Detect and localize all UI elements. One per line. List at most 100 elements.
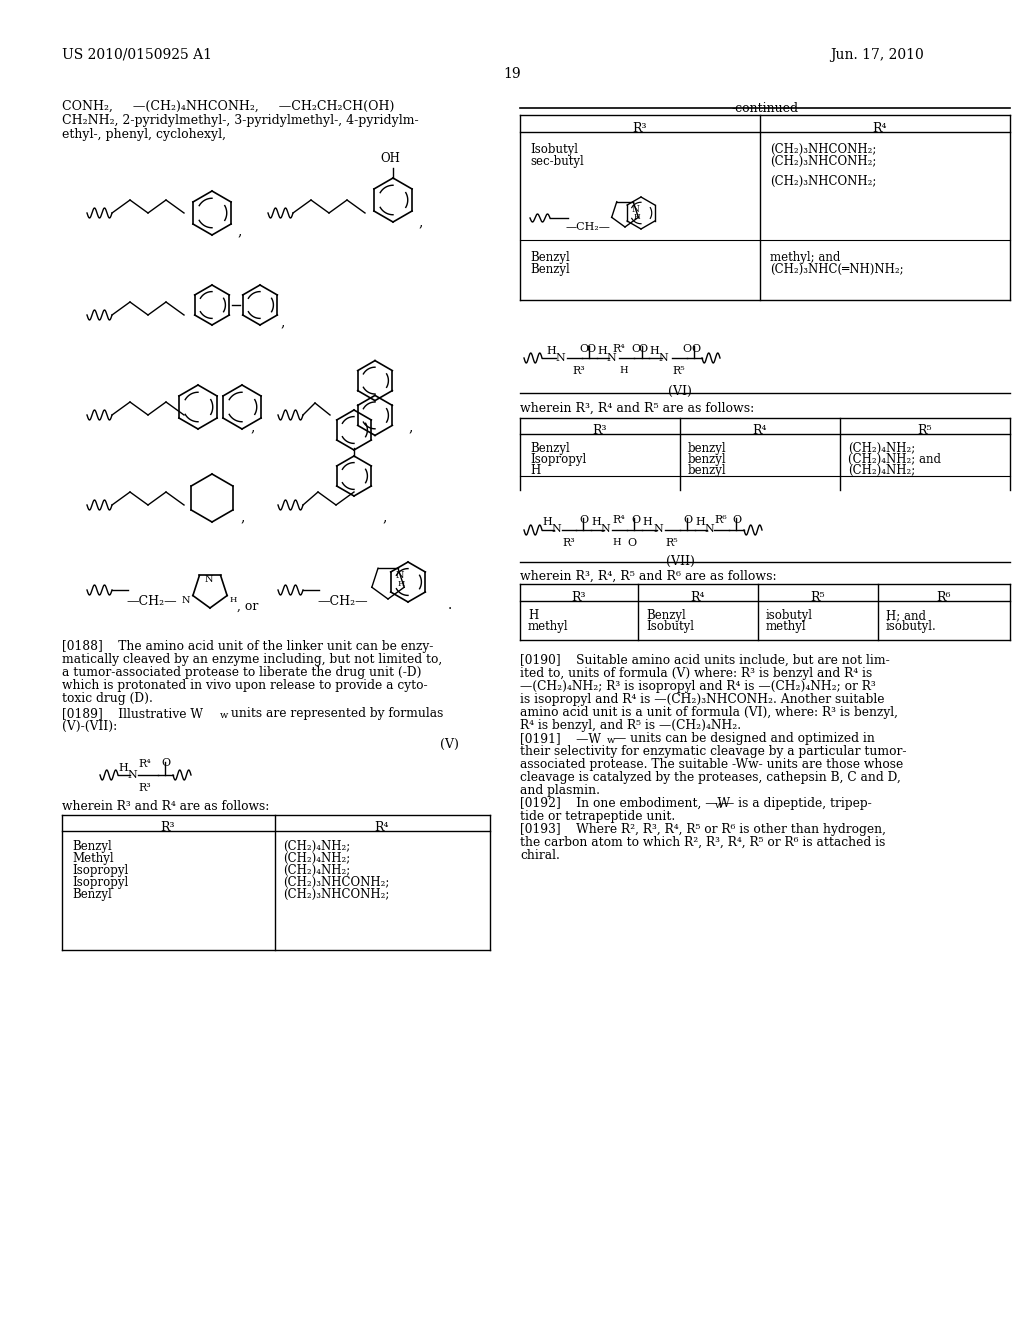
Text: R³: R³ xyxy=(571,591,587,605)
Text: Benzyl: Benzyl xyxy=(646,609,686,622)
Text: ,: , xyxy=(280,315,285,329)
Text: N: N xyxy=(631,205,639,214)
Text: benzyl: benzyl xyxy=(688,453,727,466)
Text: N: N xyxy=(204,576,213,585)
Text: US 2010/0150925 A1: US 2010/0150925 A1 xyxy=(62,48,212,62)
Text: tide or tetrapeptide unit.: tide or tetrapeptide unit. xyxy=(520,810,675,822)
Text: R⁵: R⁵ xyxy=(811,591,825,605)
Text: Jun. 17, 2010: Jun. 17, 2010 xyxy=(830,48,924,62)
Text: R³: R³ xyxy=(572,366,585,376)
Text: (CH₂)₄NH₂;: (CH₂)₄NH₂; xyxy=(848,442,915,455)
Text: R³: R³ xyxy=(138,783,151,793)
Text: [0193]    Where R², R³, R⁴, R⁵ or R⁶ is other than hydrogen,: [0193] Where R², R³, R⁴, R⁵ or R⁶ is oth… xyxy=(520,822,886,836)
Text: and plasmin.: and plasmin. xyxy=(520,784,600,797)
Text: (CH₂)₃NHCONH₂;: (CH₂)₃NHCONH₂; xyxy=(770,176,877,187)
Text: sec-butyl: sec-butyl xyxy=(530,154,584,168)
Text: w: w xyxy=(715,801,723,810)
Text: R⁴: R⁴ xyxy=(138,759,151,770)
Text: benzyl: benzyl xyxy=(688,442,727,455)
Text: R⁵: R⁵ xyxy=(665,539,678,548)
Text: —CH₂—: —CH₂— xyxy=(566,222,611,232)
Text: ,: , xyxy=(418,215,422,228)
Text: H: H xyxy=(649,346,658,356)
Text: N: N xyxy=(551,524,561,535)
Text: [0188]    The amino acid unit of the linker unit can be enzy-: [0188] The amino acid unit of the linker… xyxy=(62,640,433,653)
Text: -continued: -continued xyxy=(731,102,799,115)
Text: methyl: methyl xyxy=(528,620,568,634)
Text: R⁵: R⁵ xyxy=(918,424,932,437)
Text: Benzyl: Benzyl xyxy=(530,442,569,455)
Text: CH₂NH₂, 2-pyridylmethyl-, 3-pyridylmethyl-, 4-pyridylm-: CH₂NH₂, 2-pyridylmethyl-, 3-pyridylmethy… xyxy=(62,114,419,127)
Text: H: H xyxy=(642,517,651,527)
Text: R⁵: R⁵ xyxy=(672,366,685,376)
Text: O: O xyxy=(691,345,700,354)
Text: (CH₂)₄NH₂;: (CH₂)₄NH₂; xyxy=(283,851,350,865)
Text: (CH₂)₃NHCONH₂;: (CH₂)₃NHCONH₂; xyxy=(283,888,389,902)
Text: N: N xyxy=(127,770,137,780)
Text: H: H xyxy=(633,213,640,220)
Text: O: O xyxy=(586,345,595,354)
Text: a tumor-associated protease to liberate the drug unit (-D): a tumor-associated protease to liberate … xyxy=(62,667,422,678)
Text: Isopropyl: Isopropyl xyxy=(530,453,587,466)
Text: R⁶: R⁶ xyxy=(714,515,727,525)
Text: R⁴: R⁴ xyxy=(753,424,767,437)
Text: w: w xyxy=(607,737,615,744)
Text: Isopropyl: Isopropyl xyxy=(72,876,128,888)
Text: [0189]    Illustrative W: [0189] Illustrative W xyxy=(62,708,203,719)
Text: (CH₂)₃NHCONH₂;: (CH₂)₃NHCONH₂; xyxy=(770,143,877,156)
Text: wherein R³, R⁴, R⁵ and R⁶ are as follows:: wherein R³, R⁴, R⁵ and R⁶ are as follows… xyxy=(520,570,776,583)
Text: H: H xyxy=(542,517,552,527)
Text: Isobutyl: Isobutyl xyxy=(646,620,694,634)
Text: H: H xyxy=(528,609,539,622)
Text: isobutyl.: isobutyl. xyxy=(886,620,937,634)
Text: Benzyl: Benzyl xyxy=(72,840,112,853)
Text: which is protonated in vivo upon release to provide a cyto-: which is protonated in vivo upon release… xyxy=(62,678,428,692)
Text: ethyl-, phenyl, cyclohexyl,: ethyl-, phenyl, cyclohexyl, xyxy=(62,128,226,141)
Text: O: O xyxy=(732,515,741,525)
Text: (CH₂)₃NHCONH₂;: (CH₂)₃NHCONH₂; xyxy=(283,876,389,888)
Text: R³: R³ xyxy=(161,821,175,834)
Text: R⁴: R⁴ xyxy=(691,591,706,605)
Text: (CH₂)₄NH₂;: (CH₂)₄NH₂; xyxy=(283,840,350,853)
Text: ,: , xyxy=(240,510,245,524)
Text: associated protease. The suitable -Ww- units are those whose: associated protease. The suitable -Ww- u… xyxy=(520,758,903,771)
Text: R⁴: R⁴ xyxy=(612,515,625,525)
Text: CONH₂,     —(CH₂)₄NHCONH₂,     —CH₂CH₂CH(OH): CONH₂, —(CH₂)₄NHCONH₂, —CH₂CH₂CH(OH) xyxy=(62,100,394,114)
Text: amino acid unit is a unit of formula (VI), where: R³ is benzyl,: amino acid unit is a unit of formula (VI… xyxy=(520,706,898,719)
Text: (CH₂)₄NH₂;: (CH₂)₄NH₂; xyxy=(848,465,915,477)
Text: (CH₂)₄NH₂;: (CH₂)₄NH₂; xyxy=(283,865,350,876)
Text: R⁴ is benzyl, and R⁵ is —(CH₂)₄NH₂.: R⁴ is benzyl, and R⁵ is —(CH₂)₄NH₂. xyxy=(520,719,741,733)
Text: (CH₂)₃NHC(═NH)NH₂;: (CH₂)₃NHC(═NH)NH₂; xyxy=(770,263,903,276)
Text: ited to, units of formula (V) where: R³ is benzyl and R⁴ is: ited to, units of formula (V) where: R³ … xyxy=(520,667,872,680)
Text: units are represented by formulas: units are represented by formulas xyxy=(227,708,443,719)
Text: —CH₂—: —CH₂— xyxy=(317,595,368,609)
Text: OH: OH xyxy=(380,152,400,165)
Text: N: N xyxy=(606,352,615,363)
Text: H; and: H; and xyxy=(886,609,926,622)
Text: H: H xyxy=(398,581,406,589)
Text: Isopropyl: Isopropyl xyxy=(72,865,128,876)
Text: (CH₂)₄NH₂; and: (CH₂)₄NH₂; and xyxy=(848,453,941,466)
Text: wherein R³, R⁴ and R⁵ are as follows:: wherein R³, R⁴ and R⁵ are as follows: xyxy=(520,403,755,414)
Text: N: N xyxy=(653,524,663,535)
Text: H: H xyxy=(591,517,601,527)
Text: O: O xyxy=(638,345,647,354)
Text: w: w xyxy=(220,711,228,719)
Text: Methyl: Methyl xyxy=(72,851,114,865)
Text: R³: R³ xyxy=(562,539,574,548)
Text: O: O xyxy=(579,345,588,354)
Text: .: . xyxy=(449,598,453,612)
Text: N: N xyxy=(705,524,714,535)
Text: O: O xyxy=(579,515,588,525)
Text: [0192]    In one embodiment, —W: [0192] In one embodiment, —W xyxy=(520,797,730,810)
Text: methyl; and: methyl; and xyxy=(770,251,841,264)
Text: Benzyl: Benzyl xyxy=(72,888,112,902)
Text: O: O xyxy=(683,515,692,525)
Text: H: H xyxy=(229,595,237,603)
Text: methyl: methyl xyxy=(766,620,807,634)
Text: H: H xyxy=(612,539,621,546)
Text: toxic drug (D).: toxic drug (D). xyxy=(62,692,153,705)
Text: O: O xyxy=(627,539,636,548)
Text: Benzyl: Benzyl xyxy=(530,263,569,276)
Text: chiral.: chiral. xyxy=(520,849,560,862)
